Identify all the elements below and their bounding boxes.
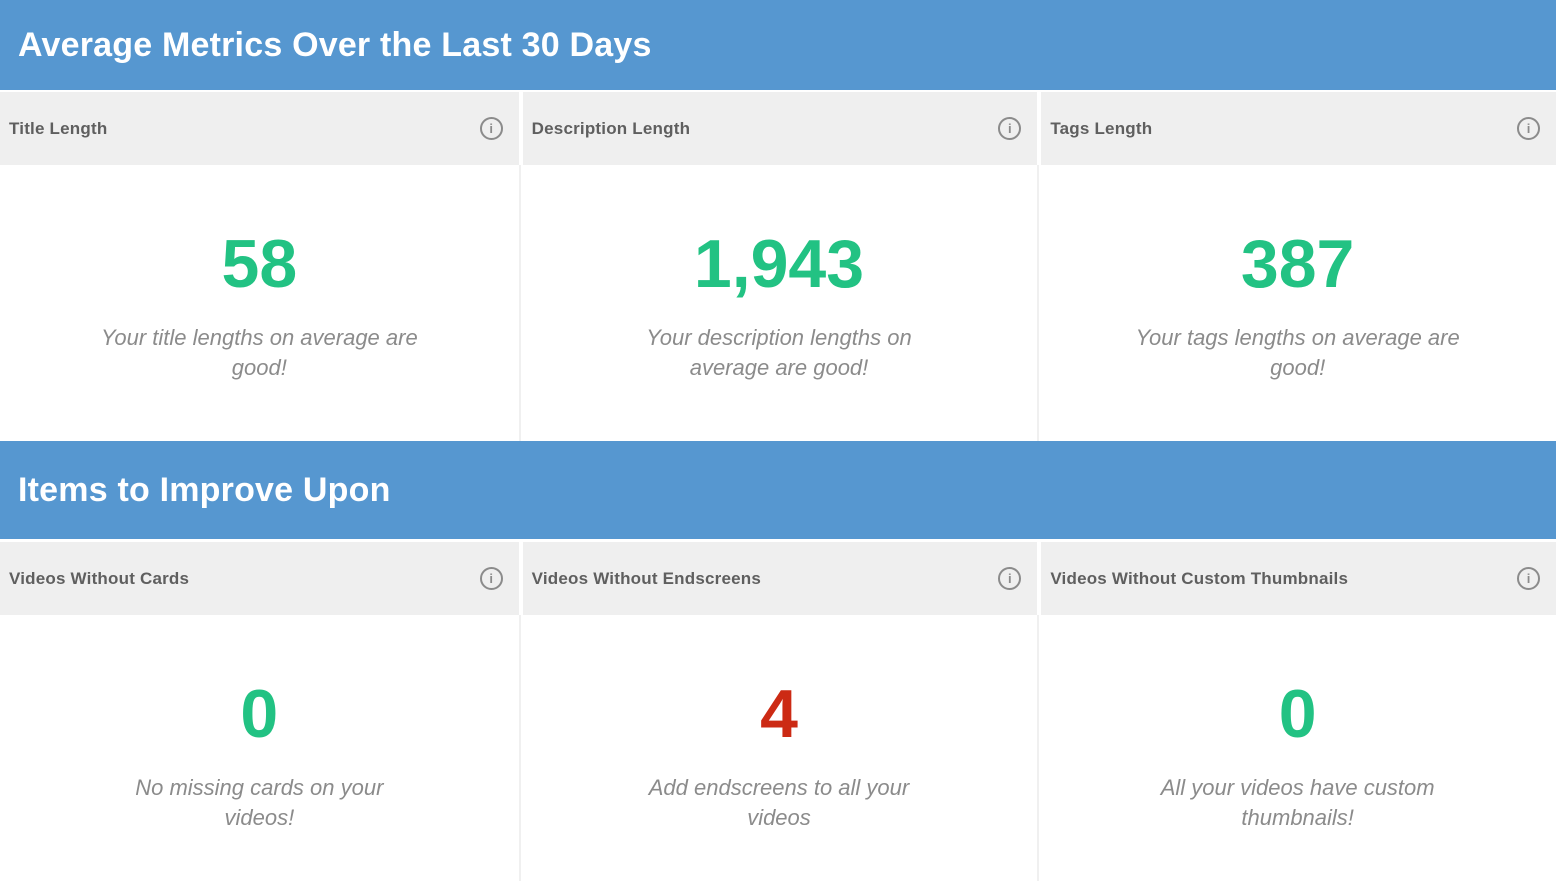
metric-value: 0 (240, 676, 279, 752)
section-title: Items to Improve Upon (18, 470, 391, 509)
metric-card-videos-without-custom-thumbnails: 0 All your videos have custom thumbnails… (1037, 615, 1556, 881)
info-icon[interactable]: i (479, 117, 503, 140)
metric-subtitle: Add endscreens to all your videos (648, 775, 910, 830)
card-title: Videos Without Cards (9, 568, 190, 588)
metric-card-videos-without-endscreens: 4 Add endscreens to all your videos (518, 615, 1038, 881)
metric-subtitle: Your title lengths on average are good! (100, 325, 418, 380)
card-title: Videos Without Custom Thumbnails (1050, 568, 1349, 588)
metric-card-description-length: 1,943 Your description lengths on averag… (518, 165, 1038, 441)
metric-subtitle: Your description lengths on average are … (646, 325, 912, 380)
card-header-videos-without-custom-thumbnails: Videos Without Custom Thumbnails i (1041, 542, 1556, 615)
info-icon[interactable]: i (1517, 117, 1540, 140)
metric-value: 4 (760, 676, 798, 752)
info-icon[interactable]: i (1517, 567, 1540, 590)
card-header-description-length: Description Length i (522, 92, 1038, 165)
section-title: Average Metrics Over the Last 30 Days (18, 25, 652, 64)
metric-subtitle: All your videos have custom thumbnails! (1160, 775, 1435, 830)
metric-value: 1,943 (693, 226, 865, 302)
card-header-videos-without-cards: Videos Without Cards i (0, 542, 519, 615)
card-title: Tags Length (1050, 118, 1153, 138)
metric-subtitle: Your tags lengths on average are good! (1135, 325, 1460, 380)
info-icon[interactable]: i (998, 567, 1022, 590)
metric-card-title-length: 58 Your title lengths on average are goo… (0, 165, 519, 441)
section-header-average-metrics: Average Metrics Over the Last 30 Days (0, 0, 1556, 90)
card-header-videos-without-endscreens: Videos Without Endscreens i (522, 542, 1038, 615)
metric-card-tags-length: 387 Your tags lengths on average are goo… (1037, 165, 1556, 441)
metrics-grid-improvements: Videos Without Cards i Videos Without En… (0, 542, 1556, 881)
metric-value: 0 (1278, 676, 1317, 752)
metrics-grid-averages: Title Length i Description Length i Tags… (0, 92, 1556, 441)
section-header-items-to-improve: Items to Improve Upon (0, 441, 1556, 539)
card-header-title-length: Title Length i (0, 92, 519, 165)
info-icon[interactable]: i (998, 117, 1022, 140)
info-icon[interactable]: i (479, 567, 503, 590)
metric-subtitle: No missing cards on your videos! (135, 775, 384, 830)
metric-value: 387 (1240, 226, 1355, 302)
metric-value: 58 (221, 226, 298, 302)
card-title: Description Length (531, 118, 691, 138)
metric-card-videos-without-cards: 0 No missing cards on your videos! (0, 615, 519, 881)
card-header-tags-length: Tags Length i (1041, 92, 1556, 165)
card-title: Title Length (9, 118, 108, 138)
card-title: Videos Without Endscreens (531, 568, 762, 588)
